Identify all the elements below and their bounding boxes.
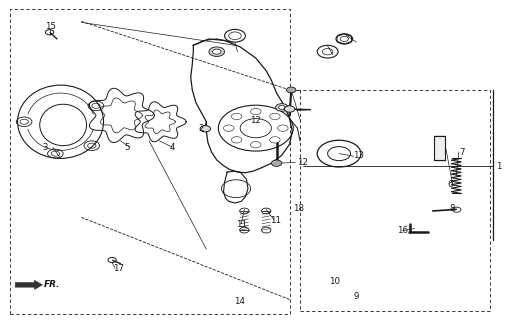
Text: 17: 17	[113, 264, 124, 274]
Text: 16: 16	[397, 226, 408, 235]
Polygon shape	[15, 280, 42, 289]
Circle shape	[287, 87, 296, 93]
Text: 11: 11	[270, 216, 281, 225]
Text: 12: 12	[298, 158, 309, 167]
Circle shape	[231, 113, 242, 120]
Circle shape	[271, 160, 282, 166]
Circle shape	[251, 141, 261, 148]
Circle shape	[251, 108, 261, 115]
Text: 18: 18	[293, 204, 304, 213]
Text: 15: 15	[45, 22, 56, 31]
Text: 9: 9	[354, 292, 359, 301]
Text: 6: 6	[447, 180, 453, 189]
Text: 5: 5	[124, 143, 129, 152]
Circle shape	[270, 113, 280, 120]
Text: FR.: FR.	[44, 280, 61, 289]
Circle shape	[284, 106, 295, 112]
Circle shape	[231, 137, 242, 143]
Text: 11: 11	[236, 220, 247, 229]
Text: 3: 3	[42, 143, 48, 152]
FancyBboxPatch shape	[434, 136, 445, 160]
Circle shape	[278, 125, 288, 131]
Circle shape	[279, 106, 285, 109]
Text: 8: 8	[449, 204, 455, 213]
Text: 1: 1	[496, 162, 502, 171]
Circle shape	[270, 137, 280, 143]
Text: 14: 14	[234, 297, 245, 306]
Text: 2: 2	[198, 124, 204, 133]
Text: 4: 4	[170, 143, 175, 152]
Text: 10: 10	[329, 277, 340, 286]
Text: 7: 7	[459, 148, 465, 157]
Circle shape	[200, 125, 210, 132]
Circle shape	[276, 104, 288, 111]
Text: 13: 13	[353, 151, 364, 160]
Circle shape	[212, 49, 221, 54]
Circle shape	[223, 125, 234, 131]
Text: 12: 12	[250, 116, 260, 125]
Circle shape	[209, 47, 224, 56]
